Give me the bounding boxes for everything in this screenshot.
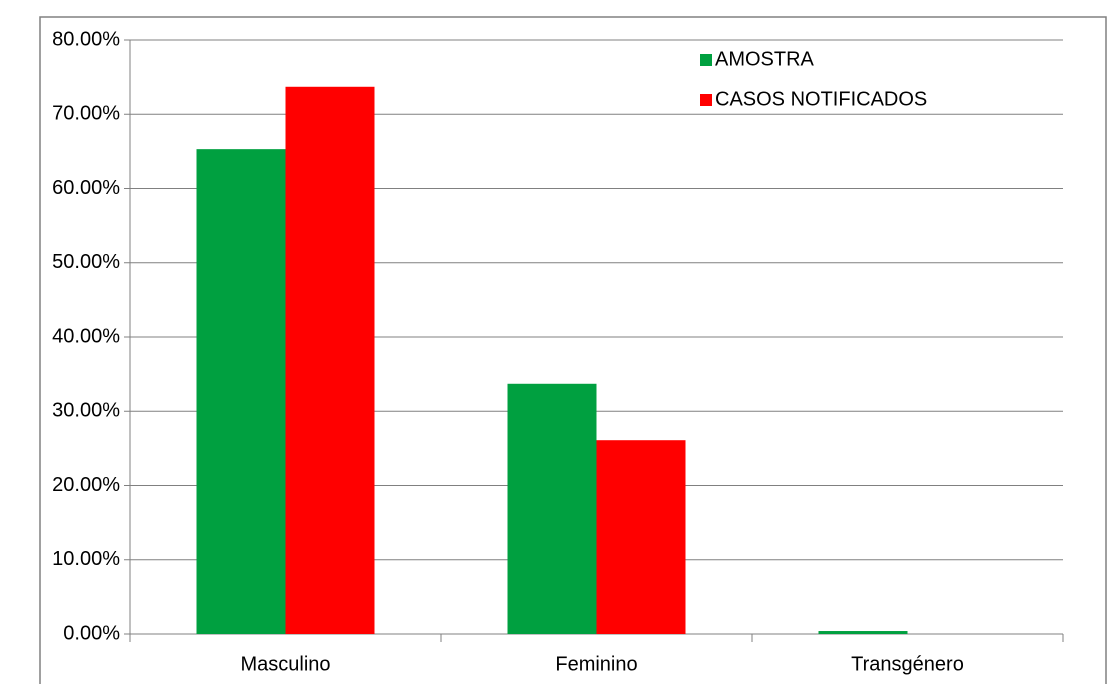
y-tick-label: 30.00% (52, 400, 120, 422)
legend-label: CASOS NOTIFICADOS (715, 88, 927, 110)
y-tick-label: 50.00% (52, 251, 120, 273)
y-tick-label: 40.00% (52, 325, 120, 347)
y-tick-label: 80.00% (52, 28, 120, 50)
legend-swatch (700, 54, 712, 66)
bar (196, 149, 286, 634)
y-tick-label: 0.00% (63, 622, 120, 644)
y-tick-label: 60.00% (52, 177, 120, 199)
bar (596, 440, 686, 634)
bar (507, 383, 597, 634)
legend-swatch (700, 94, 712, 106)
x-tick-label: Feminino (555, 653, 637, 675)
bar (285, 86, 375, 635)
y-tick-label: 70.00% (52, 103, 120, 125)
x-tick-label: Transgénero (851, 653, 964, 675)
y-tick-label: 20.00% (52, 474, 120, 496)
y-tick-label: 10.00% (52, 548, 120, 570)
bar (818, 631, 908, 634)
x-tick-label: Masculino (240, 653, 330, 675)
legend-label: AMOSTRA (715, 48, 815, 70)
